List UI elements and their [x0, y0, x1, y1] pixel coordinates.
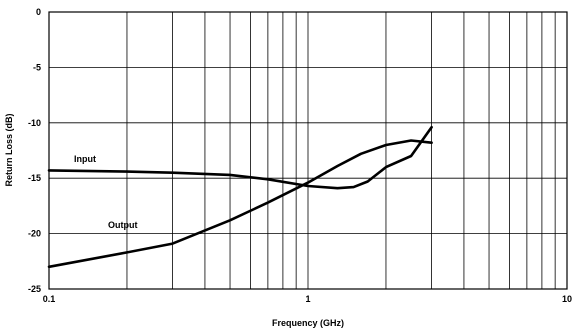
- x-axis-label: Frequency (GHz): [272, 318, 344, 328]
- series-line-output: [47, 139, 433, 269]
- x-tick-label: 10: [562, 294, 572, 304]
- y-tick-label: 0: [36, 7, 41, 17]
- y-tick-label: -25: [28, 284, 41, 294]
- y-tick-label: -15: [28, 173, 41, 183]
- y-tick-labels: 0 -5 -10 -15 -20 -25: [28, 7, 41, 294]
- y-tick-label: -10: [28, 118, 41, 128]
- grid: [49, 12, 567, 289]
- series-line-input: [47, 125, 433, 190]
- annotation-output: Output: [108, 220, 138, 230]
- x-tick-label: 0.1: [43, 294, 56, 304]
- plot-frame: [48, 11, 568, 290]
- y-axis-label: Return Loss (dB): [4, 113, 14, 186]
- y-tick-label: -20: [28, 229, 41, 239]
- x-tick-label: 1: [305, 294, 310, 304]
- annotation-input: Input: [74, 154, 96, 164]
- x-tick-labels: 0.1 1 10: [43, 294, 572, 304]
- y-tick-label: -5: [33, 62, 41, 72]
- series-lines: [47, 125, 433, 269]
